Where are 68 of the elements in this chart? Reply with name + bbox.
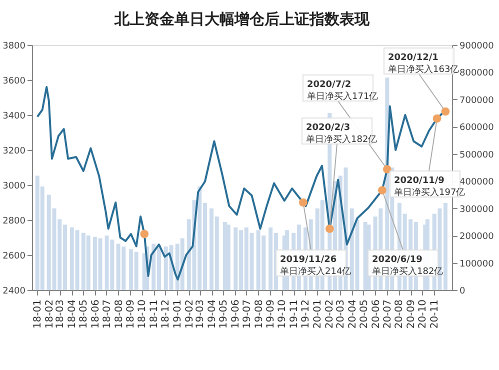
- x-tick-label: 18-12: [160, 300, 172, 329]
- annotation: 2020/6/19 单日净买入182亿: [372, 255, 444, 277]
- x-tick-label: 20-06: [370, 300, 382, 329]
- x-tick-label: 19-08: [254, 300, 265, 329]
- x-tick-label: 19-12: [300, 300, 312, 329]
- y2-tick-label: 400000: [460, 178, 494, 188]
- x-tick-label: 18-09: [126, 300, 137, 329]
- x-tick-label: 20-10: [418, 300, 429, 329]
- point: [432, 114, 442, 123]
- x-tick-label: 19-06: [230, 300, 242, 329]
- x-tick-label: 19-09: [266, 300, 277, 329]
- y2-tick-label: 500000: [460, 150, 494, 160]
- y-tick-label: 3200: [2, 146, 26, 156]
- y2-tick-label: 300000: [460, 204, 494, 215]
- x-tick-label: 18-01: [32, 300, 44, 329]
- y-tick-label: 3400: [2, 112, 26, 122]
- x-tick-label: 18-02: [44, 300, 56, 329]
- x-tick-label: 18-06: [90, 300, 102, 329]
- annotation: 2020/2/3 单日净买入182亿: [306, 123, 378, 145]
- point: [298, 198, 308, 207]
- x-tick-label: 18-11: [149, 300, 160, 329]
- y2-tick-label: 700000: [460, 96, 494, 106]
- x-tick-label: 19-11: [289, 300, 300, 329]
- point: [325, 224, 334, 233]
- annotation: 2020/7/2 单日净买入171亿: [307, 80, 378, 102]
- x-tick-label: 18-07: [102, 300, 113, 329]
- y2-tick-label: 200000: [460, 232, 494, 242]
- x-tick-label: 19-07: [242, 300, 253, 329]
- annotation: 2020/12/1 单日净买入163亿: [388, 53, 460, 75]
- bar: [443, 202, 448, 290]
- x-tick-label: 20-01: [312, 300, 324, 329]
- y2-tick-label: 600000: [460, 123, 494, 134]
- x-tick-label: 20-03: [335, 300, 346, 329]
- x-tick-label: 18-08: [114, 300, 125, 329]
- x-tick-label: 20-07: [382, 300, 394, 329]
- y2-tick-label: 900000: [460, 42, 494, 52]
- x-tick-label: 18-10: [137, 300, 148, 329]
- x-tick-label: 19-04: [207, 300, 218, 329]
- y2-tick-label: 800000: [460, 68, 494, 79]
- annotation: 2019/11/26 单日净买入214亿: [280, 255, 352, 277]
- x-tick-label: 20-11: [429, 300, 440, 329]
- point: [378, 186, 386, 194]
- x-tick-label: 19-02: [184, 300, 196, 329]
- x-tick-label: 20-02: [324, 300, 336, 329]
- y-tick-label: 3600: [2, 76, 26, 86]
- x-tick-label: 20-04: [347, 300, 358, 329]
- y-tick-label: 3800: [2, 42, 26, 52]
- x-tick-label: 19-10: [277, 300, 288, 329]
- y-tick-label: 3000: [2, 182, 26, 192]
- x-tick-label: 19-05: [218, 300, 230, 329]
- x-tick-label: 18-05: [78, 300, 90, 329]
- x-tick-label: 18-04: [67, 300, 78, 329]
- x-tick-label: 20-05: [358, 300, 370, 329]
- point: [382, 165, 392, 174]
- x-tick-label: 19-01: [172, 300, 184, 329]
- y-tick-label: 2600: [2, 252, 26, 262]
- bar: [226, 224, 230, 290]
- y-tick-label: 2800: [2, 216, 26, 226]
- point: [140, 230, 149, 238]
- y2-tick-label: 0: [460, 286, 466, 296]
- x-tick-label: 18-03: [55, 300, 66, 329]
- point: [441, 107, 450, 116]
- x-tick-label: 20-09: [406, 300, 418, 329]
- y2-tick-label: 100000: [460, 259, 494, 270]
- x-tick-label: 20-08: [394, 300, 406, 329]
- x-tick-label: 19-03: [195, 300, 206, 329]
- y-tick-label: 2400: [2, 286, 26, 296]
- chart-title: 北上资金单日大幅增仓后上证指数表现: [114, 10, 370, 28]
